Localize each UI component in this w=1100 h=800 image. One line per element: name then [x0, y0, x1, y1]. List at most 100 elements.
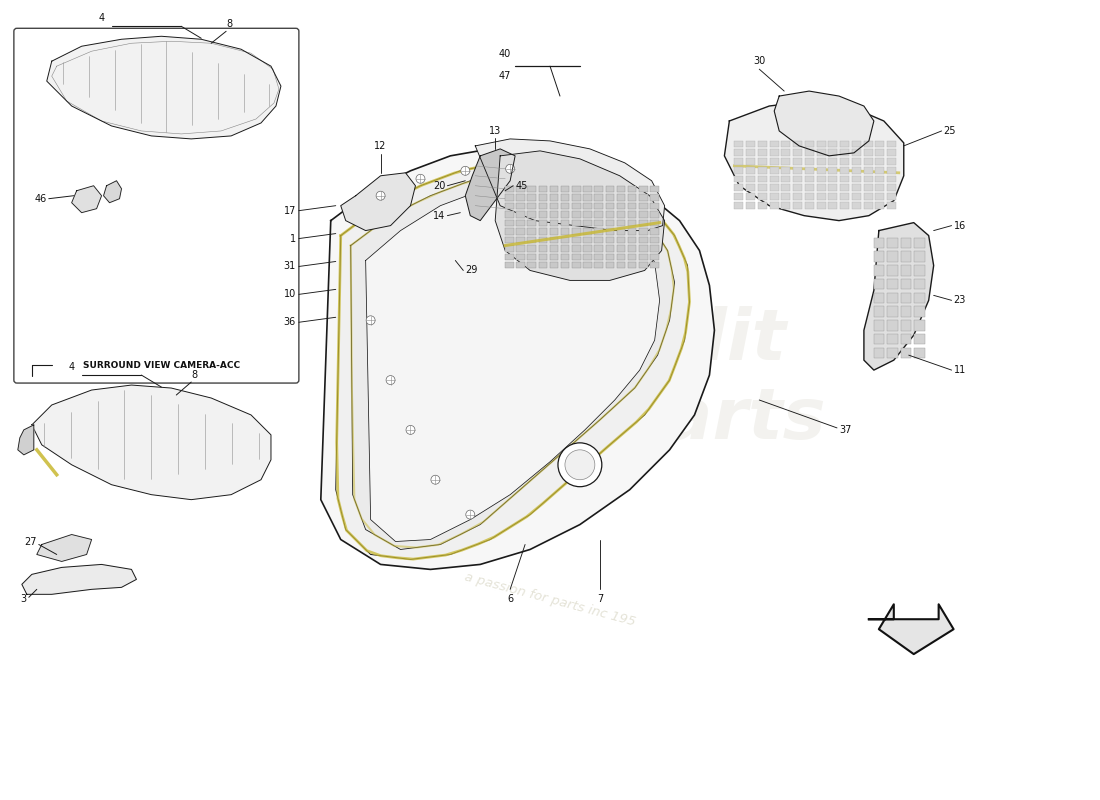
Bar: [758, 175, 767, 182]
Bar: [528, 211, 536, 218]
Bar: [561, 237, 570, 243]
Bar: [746, 158, 755, 165]
Text: 46: 46: [34, 194, 47, 204]
Bar: [594, 254, 603, 260]
Bar: [561, 262, 570, 269]
Bar: [550, 211, 559, 218]
Bar: [888, 293, 898, 303]
Bar: [781, 184, 791, 191]
Bar: [901, 251, 911, 262]
Bar: [650, 237, 659, 243]
Bar: [561, 254, 570, 260]
Bar: [746, 193, 755, 200]
Bar: [505, 228, 514, 234]
Text: 8: 8: [191, 370, 197, 380]
Circle shape: [506, 164, 515, 174]
Polygon shape: [774, 91, 873, 156]
Bar: [770, 150, 779, 156]
Bar: [851, 158, 861, 165]
Polygon shape: [351, 173, 674, 550]
Bar: [746, 167, 755, 174]
Bar: [781, 150, 791, 156]
Bar: [914, 293, 925, 303]
Polygon shape: [22, 565, 136, 594]
Bar: [583, 237, 592, 243]
Bar: [793, 202, 802, 209]
Bar: [617, 228, 625, 234]
Bar: [914, 238, 925, 248]
Bar: [516, 202, 525, 209]
Bar: [864, 193, 872, 200]
Bar: [550, 254, 559, 260]
Bar: [901, 306, 911, 317]
Bar: [770, 193, 779, 200]
Bar: [888, 202, 896, 209]
Text: 17: 17: [284, 206, 296, 216]
Circle shape: [465, 510, 475, 519]
Bar: [539, 254, 547, 260]
Bar: [528, 220, 536, 226]
Text: 27: 27: [24, 537, 36, 546]
Bar: [873, 334, 884, 344]
Bar: [770, 175, 779, 182]
Polygon shape: [475, 139, 664, 230]
Bar: [628, 202, 637, 209]
Bar: [828, 193, 837, 200]
Bar: [650, 254, 659, 260]
Bar: [793, 193, 802, 200]
Bar: [816, 167, 826, 174]
Bar: [550, 245, 559, 251]
Text: 3: 3: [21, 594, 26, 604]
Bar: [539, 237, 547, 243]
Bar: [873, 348, 884, 358]
Bar: [628, 220, 637, 226]
Bar: [901, 238, 911, 248]
Polygon shape: [365, 182, 660, 542]
Bar: [876, 158, 884, 165]
Polygon shape: [18, 425, 34, 455]
Bar: [628, 245, 637, 251]
Bar: [639, 202, 648, 209]
Bar: [594, 245, 603, 251]
Bar: [628, 186, 637, 192]
Text: 6: 6: [507, 594, 514, 604]
Bar: [851, 167, 861, 174]
Bar: [628, 211, 637, 218]
Bar: [864, 167, 872, 174]
Bar: [828, 158, 837, 165]
Bar: [505, 186, 514, 192]
Bar: [805, 141, 814, 147]
Bar: [840, 202, 849, 209]
Bar: [864, 202, 872, 209]
Bar: [876, 184, 884, 191]
Bar: [793, 141, 802, 147]
Bar: [888, 334, 898, 344]
Bar: [888, 184, 896, 191]
Bar: [888, 175, 896, 182]
Bar: [758, 141, 767, 147]
Bar: [594, 186, 603, 192]
Bar: [528, 194, 536, 201]
Bar: [628, 194, 637, 201]
Bar: [516, 262, 525, 269]
Bar: [914, 306, 925, 317]
Bar: [758, 193, 767, 200]
Bar: [914, 348, 925, 358]
Bar: [828, 150, 837, 156]
Bar: [583, 211, 592, 218]
Bar: [851, 184, 861, 191]
Bar: [735, 175, 744, 182]
Bar: [539, 186, 547, 192]
Polygon shape: [341, 173, 416, 230]
Bar: [873, 306, 884, 317]
Bar: [539, 228, 547, 234]
Bar: [572, 186, 581, 192]
Bar: [888, 265, 898, 276]
Circle shape: [366, 316, 375, 325]
Bar: [735, 141, 744, 147]
Bar: [805, 150, 814, 156]
Bar: [851, 193, 861, 200]
Bar: [770, 202, 779, 209]
Bar: [606, 202, 614, 209]
Bar: [770, 141, 779, 147]
